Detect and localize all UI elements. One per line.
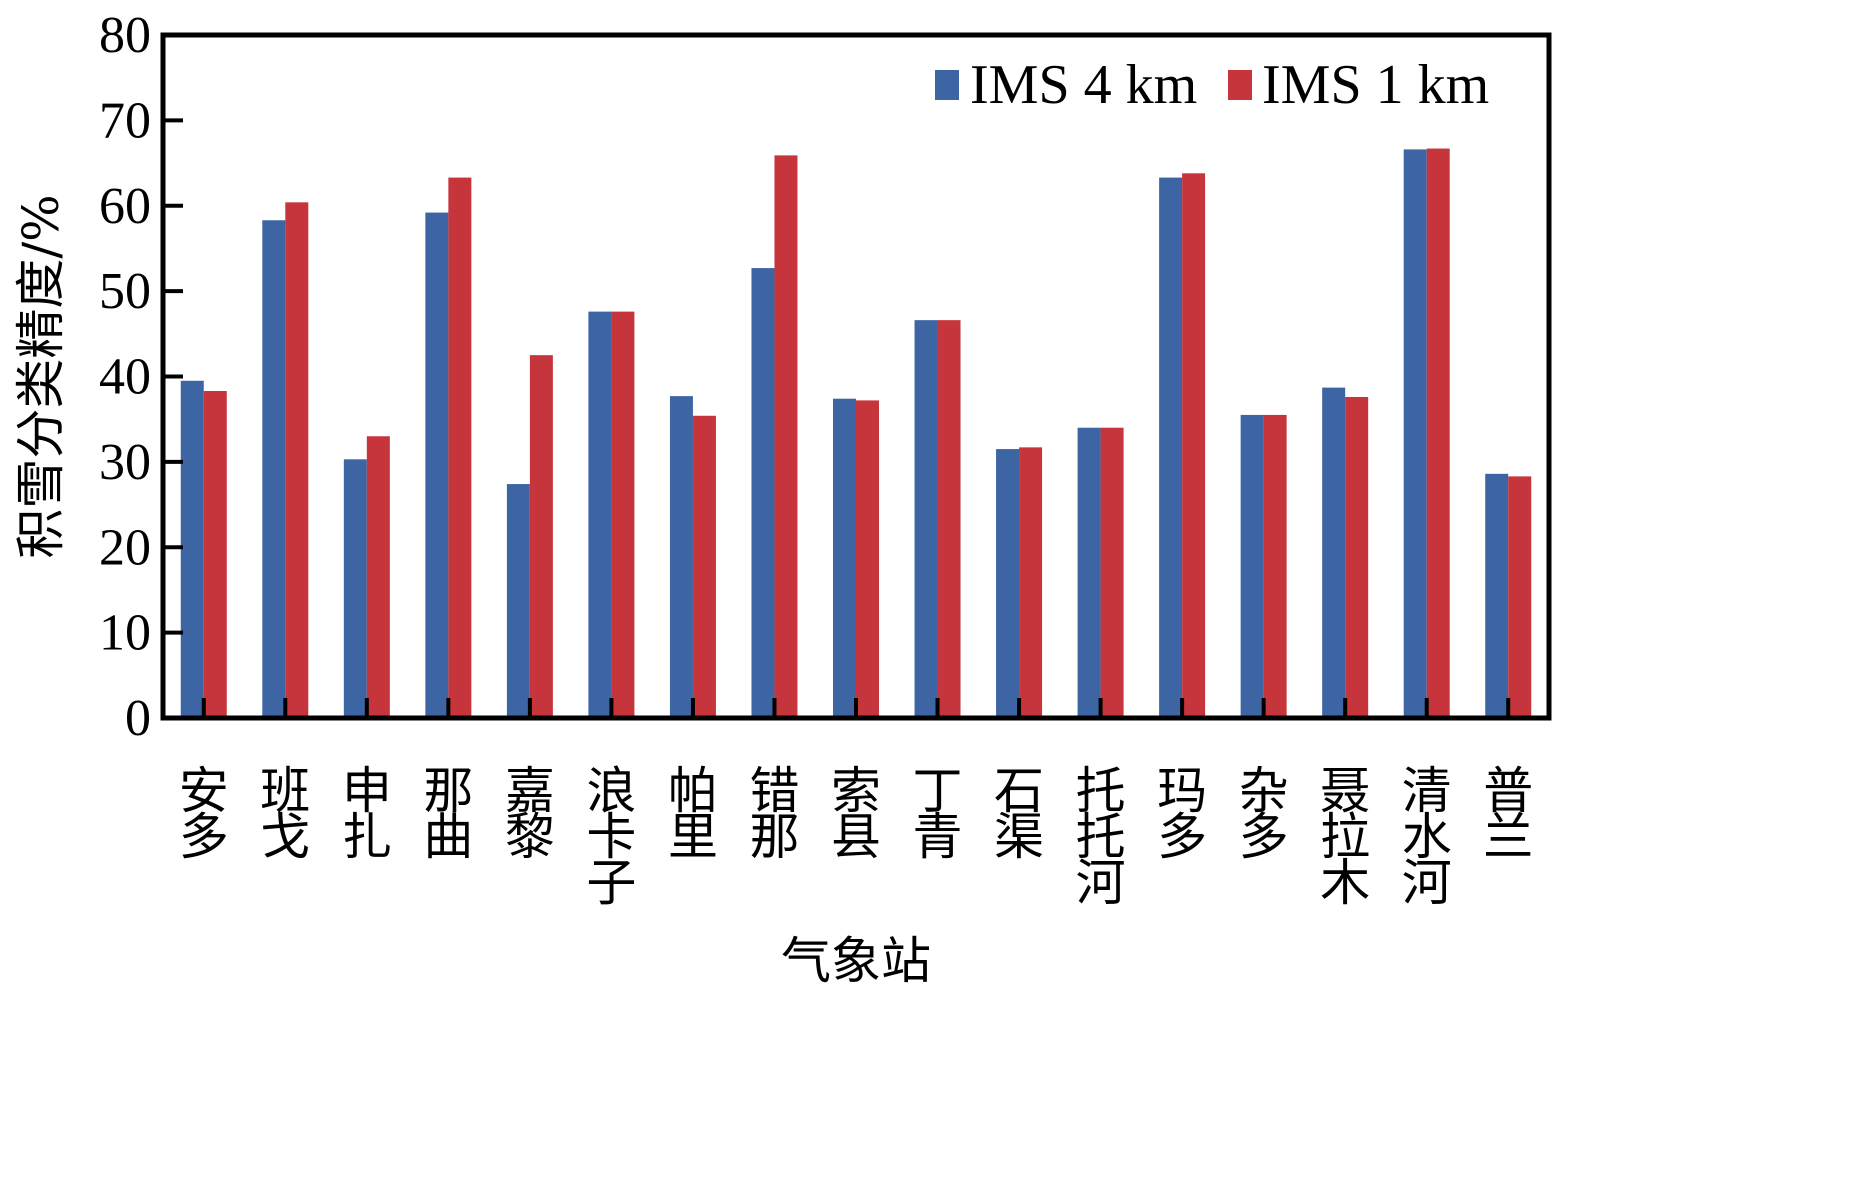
legend-label-ims-4km: IMS 4 km (970, 54, 1197, 116)
bar-ims-1km-10 (1019, 447, 1043, 718)
bar-ims-1km-16 (1508, 476, 1532, 718)
bar-ims-1km-1 (285, 202, 309, 718)
bar-ims-4km-10 (996, 449, 1020, 718)
bar-ims-1km-9 (937, 320, 961, 718)
y-tick-label-2: 20 (99, 519, 151, 576)
bar-ims-4km-11 (1077, 427, 1101, 718)
y-tick-label-6: 60 (99, 178, 151, 235)
bar-ims-4km-1 (262, 220, 286, 719)
category-label-13: 杂多 (1239, 762, 1289, 866)
bar-ims-4km-13 (1240, 414, 1264, 718)
y-tick-labels: 0 10 20 30 40 50 60 70 80 (99, 7, 151, 747)
bar-ims-1km-8 (856, 400, 879, 718)
bar-ims-4km-15 (1403, 149, 1427, 719)
category-label-11: 托托河 (1076, 762, 1126, 912)
category-label-4: 嘉黎 (505, 762, 555, 866)
category-label-5: 浪卡子 (586, 762, 636, 912)
y-tick-label-1: 10 (99, 605, 151, 662)
category-label-10: 石渠 (994, 762, 1044, 866)
x-ticks-layer (201, 698, 1511, 718)
bar-ims-4km-9 (914, 320, 938, 718)
category-label-8: 索县 (831, 762, 881, 866)
y-tick-label-3: 30 (99, 434, 151, 491)
bar-ims-4km-14 (1322, 387, 1346, 718)
y-ticks-layer (163, 33, 183, 720)
bar-ims-1km-14 (1345, 396, 1369, 718)
bar-ims-1km-13 (1263, 414, 1287, 718)
legend-swatch-ims-1km (1228, 70, 1252, 100)
bar-ims-1km-15 (1426, 148, 1450, 718)
bar-ims-4km-2 (343, 459, 367, 718)
bar-ims-4km-4 (506, 484, 530, 718)
bar-ims-1km-2 (366, 436, 390, 718)
y-tick-label-5: 50 (99, 263, 151, 320)
category-label-15: 清水河 (1402, 762, 1452, 912)
bar-ims-1km-11 (1100, 427, 1124, 718)
category-label-16: 普兰 (1483, 762, 1533, 866)
x-axis-title: 气象站 (781, 932, 931, 990)
legend-label-ims-1km: IMS 1 km (1262, 54, 1489, 116)
bar-ims-4km-12 (1159, 177, 1183, 719)
y-tick-label-4: 40 (99, 349, 151, 406)
y-axis-title: 积雪分类精度/% (12, 194, 70, 558)
bar-ims-1km-5 (611, 311, 635, 718)
bar-ims-1km-12 (1182, 173, 1206, 718)
y-tick-label-7: 70 (99, 92, 151, 149)
category-label-6: 帕里 (668, 762, 718, 866)
bar-ims-4km-7 (751, 268, 775, 718)
bar-ims-4km-0 (180, 380, 204, 718)
bar-ims-1km-3 (448, 177, 472, 719)
bar-ims-4km-6 (669, 396, 693, 718)
y-tick-label-8: 80 (99, 7, 151, 64)
bar-ims-1km-7 (774, 155, 798, 718)
legend-swatch-ims-4km (935, 70, 959, 100)
bar-ims-4km-3 (425, 212, 449, 718)
bar-ims-4km-8 (833, 398, 856, 718)
bar-ims-1km-4 (529, 355, 553, 718)
bar-ims-4km-16 (1485, 473, 1509, 718)
category-label-9: 丁青 (913, 762, 963, 866)
bar-ims-1km-6 (692, 415, 716, 718)
bar-ims-1km-0 (203, 391, 227, 718)
category-label-0: 安多 (179, 762, 229, 866)
legend: IMS 4 km IMS 1 km (935, 54, 1489, 116)
category-label-12: 玛多 (1157, 762, 1207, 866)
category-label-14: 聂拉木 (1320, 762, 1370, 912)
bars-layer (180, 148, 1532, 719)
plot-frame (160, 32, 1552, 721)
category-label-7: 错那 (749, 762, 799, 866)
y-tick-label-0: 0 (125, 690, 151, 747)
category-label-2: 申扎 (342, 762, 392, 866)
bar-ims-4km-5 (588, 311, 612, 718)
category-label-3: 那曲 (423, 762, 473, 866)
category-label-1: 班戈 (260, 762, 310, 866)
